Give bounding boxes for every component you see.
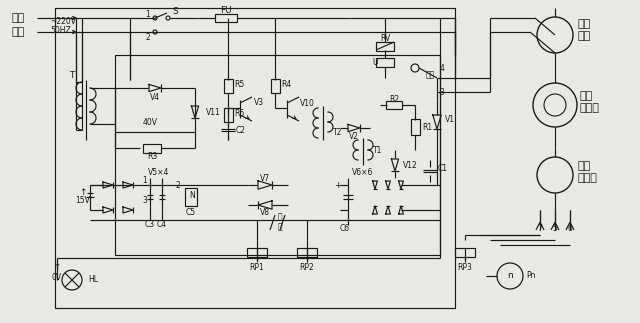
- Text: ↑: ↑: [53, 264, 61, 273]
- Text: RV: RV: [380, 34, 390, 43]
- Bar: [224, 108, 233, 122]
- Bar: [55, 8, 455, 308]
- Text: V4: V4: [150, 92, 160, 101]
- Bar: [247, 248, 267, 257]
- Bar: [115, 55, 440, 255]
- Text: 7: 7: [538, 224, 543, 233]
- Text: N: N: [189, 191, 195, 200]
- Text: C2: C2: [236, 126, 246, 134]
- Text: Pn: Pn: [526, 272, 536, 280]
- Bar: [411, 119, 420, 135]
- Text: S: S: [172, 6, 178, 16]
- Bar: [271, 79, 280, 93]
- Text: R4: R4: [281, 79, 291, 89]
- Text: R6: R6: [234, 109, 244, 118]
- Text: 2: 2: [175, 181, 180, 190]
- Text: 4: 4: [440, 64, 444, 72]
- Text: V12: V12: [403, 161, 418, 170]
- Text: 中线: 中线: [12, 27, 24, 37]
- Text: V10: V10: [300, 99, 315, 108]
- Text: 电磁
离合器: 电磁 离合器: [580, 91, 600, 113]
- Text: RP3: RP3: [458, 264, 472, 273]
- Text: T1: T1: [373, 145, 382, 154]
- Text: 输
触: 输 触: [278, 212, 282, 232]
- Bar: [297, 248, 317, 257]
- Text: 40V: 40V: [143, 118, 157, 127]
- Text: ↑: ↑: [79, 187, 87, 196]
- Text: 5: 5: [552, 224, 557, 233]
- Text: 1: 1: [143, 175, 147, 184]
- Text: V8: V8: [260, 207, 270, 216]
- Text: +: +: [334, 181, 342, 190]
- Text: 相线: 相线: [12, 13, 24, 23]
- Text: 0V: 0V: [52, 274, 62, 283]
- Text: C4: C4: [157, 220, 167, 228]
- Text: V7: V7: [260, 173, 270, 182]
- Bar: [143, 144, 161, 153]
- Text: V2: V2: [349, 131, 359, 141]
- Bar: [376, 42, 394, 51]
- Text: 输出: 输出: [426, 70, 435, 79]
- Bar: [224, 79, 233, 93]
- Text: 拖动
电机: 拖动 电机: [578, 19, 591, 41]
- Bar: [455, 248, 475, 257]
- Text: V11: V11: [206, 108, 221, 117]
- Text: 15V: 15V: [76, 195, 90, 204]
- Text: V1: V1: [445, 114, 455, 123]
- Text: 3: 3: [440, 88, 444, 97]
- Text: 50HZ: 50HZ: [50, 26, 71, 35]
- Text: RP2: RP2: [300, 264, 314, 273]
- Bar: [386, 101, 402, 109]
- Text: R1: R1: [422, 122, 432, 131]
- Text: C6: C6: [340, 224, 350, 233]
- Text: V6×6: V6×6: [352, 168, 374, 176]
- Text: U: U: [372, 57, 378, 67]
- Text: ~220V: ~220V: [50, 16, 76, 26]
- Text: HL: HL: [88, 276, 98, 285]
- Bar: [185, 188, 197, 206]
- Text: C3: C3: [145, 220, 155, 228]
- Text: FU: FU: [220, 5, 232, 15]
- Text: 2: 2: [146, 33, 150, 41]
- Text: C1: C1: [438, 163, 448, 172]
- Text: R2: R2: [389, 95, 399, 103]
- Text: 6: 6: [568, 224, 572, 233]
- Text: R3: R3: [147, 151, 157, 161]
- Text: T: T: [69, 70, 75, 79]
- Text: V3: V3: [254, 98, 264, 107]
- Text: V5×4: V5×4: [148, 168, 170, 176]
- Text: 测速
发电机: 测速 发电机: [578, 161, 598, 183]
- Text: n: n: [507, 272, 513, 280]
- Bar: [215, 14, 237, 22]
- Text: C5: C5: [186, 207, 196, 216]
- Text: 1: 1: [146, 9, 150, 18]
- Text: 3: 3: [143, 195, 147, 204]
- Bar: [376, 58, 394, 67]
- Text: RP1: RP1: [250, 264, 264, 273]
- Text: R5: R5: [234, 79, 244, 89]
- Text: T2: T2: [333, 128, 342, 137]
